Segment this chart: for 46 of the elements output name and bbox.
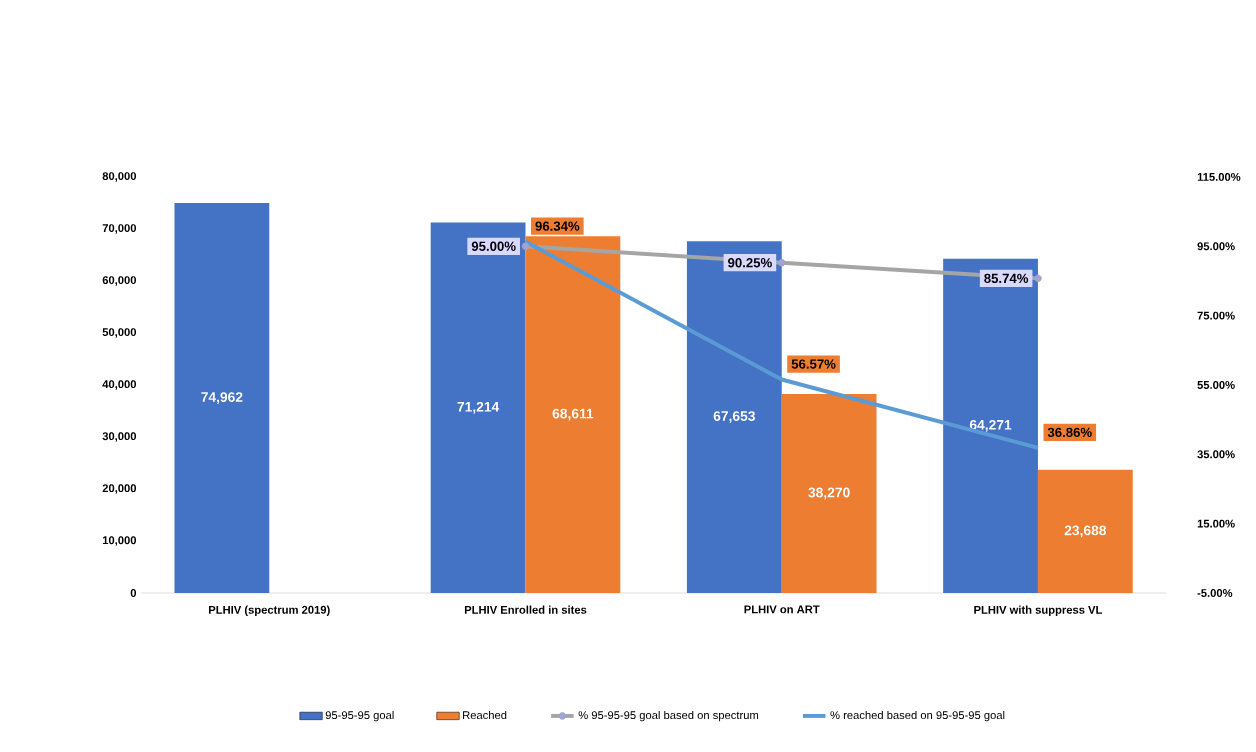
- x-tick-label: PLHIV Enrolled in sites: [464, 605, 587, 614]
- point: [521, 242, 530, 250]
- y-tick-label: 20,000: [102, 484, 137, 494]
- x-tick-label: PLHIV on ART: [744, 605, 820, 614]
- data-label: 90.25%: [728, 258, 772, 268]
- legend-label: % 95-95-95 goal based on spectrum: [578, 710, 759, 722]
- data-label: 85.74%: [984, 273, 1029, 283]
- y-tick-label: 60,000: [102, 276, 137, 286]
- bar: [430, 222, 526, 593]
- bar: [174, 203, 270, 593]
- y-tick-label: 70,000: [102, 224, 137, 234]
- bar: [943, 258, 1038, 593]
- data-label: 74,962: [201, 392, 243, 404]
- point: [777, 258, 786, 267]
- y2-tick-label: -5.00%: [1197, 588, 1233, 597]
- data-label: 96.34%: [535, 221, 580, 231]
- data-label: 68,611: [552, 408, 594, 421]
- bar: [781, 393, 877, 593]
- y-tick-label: 10,000: [102, 536, 137, 546]
- y2-tick-label: 95.00%: [1197, 242, 1235, 251]
- data-label: 95.00%: [471, 241, 516, 251]
- y2-tick-label: 75.00%: [1197, 311, 1235, 320]
- y-tick-label: 30,000: [102, 432, 137, 442]
- data-label: 56.57%: [791, 359, 836, 369]
- y-tick-label: 50,000: [102, 328, 137, 338]
- bar: [1037, 469, 1133, 593]
- y-tick-label: 0: [130, 588, 137, 597]
- data-label: 67,653: [713, 411, 755, 423]
- y2-tick-label: 35.00%: [1197, 450, 1235, 459]
- y2-tick-label: 55.00%: [1197, 380, 1235, 389]
- data-label: 23,688: [1064, 525, 1107, 538]
- x-tick-label: PLHIV with suppress VL: [974, 605, 1103, 616]
- data-label: 36.86%: [1047, 427, 1092, 437]
- y2-tick-label: 15.00%: [1197, 519, 1235, 528]
- data-label: 71,214: [457, 401, 500, 414]
- y-tick-label: 40,000: [102, 380, 137, 390]
- x-tick-label: PLHIV (spectrum 2019): [209, 605, 330, 616]
- legend-label: Reached: [463, 710, 507, 720]
- y2-tick-label: 115.00%: [1197, 172, 1241, 181]
- legend-label: % reached based on 95-95-95 goal: [830, 710, 1005, 722]
- legend-label: 95-95-95 goal: [325, 710, 394, 722]
- data-label: 38,270: [808, 487, 850, 500]
- point: [1034, 274, 1042, 283]
- data-label: 64,271: [969, 419, 1012, 432]
- bar: [686, 241, 782, 593]
- y-tick-label: 80,000: [102, 172, 137, 182]
